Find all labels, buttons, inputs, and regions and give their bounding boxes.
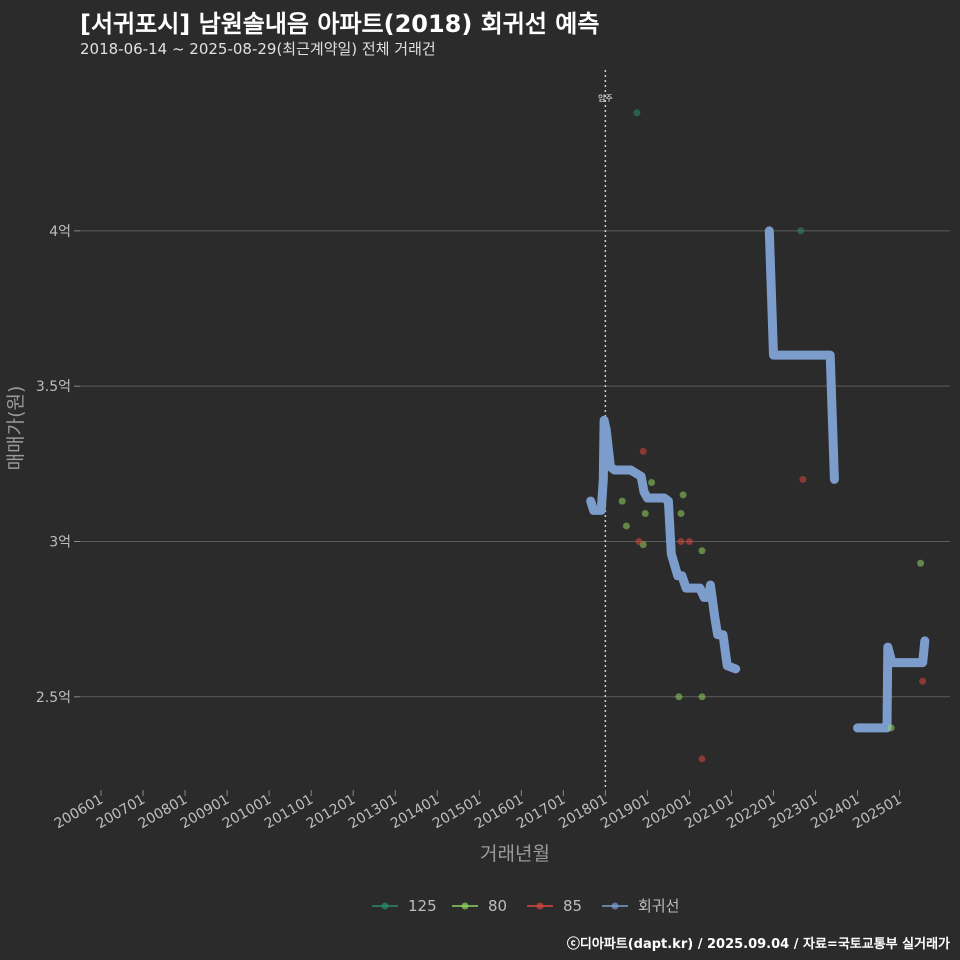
x-axis-title: 거래년월 (480, 843, 550, 865)
point-85 (635, 537, 643, 545)
legend-label: 125 (408, 897, 437, 915)
point-85 (677, 537, 685, 545)
point-80 (648, 478, 656, 486)
regression-line (586, 226, 930, 733)
regression-segment (764, 226, 839, 484)
legend-label: 회귀선 (638, 897, 679, 915)
point-80 (622, 522, 630, 530)
chart-subtitle: 2018-06-14 ~ 2025-08-29(최근계약일) 전체 거래건 (80, 40, 436, 58)
legend-label: 80 (488, 897, 507, 915)
y-axis-ticks: 2.5억 3억 3.5억 4억 (36, 224, 80, 706)
legend-item-125: 125 (372, 897, 437, 915)
y-tick-label: 3.5억 (36, 379, 71, 395)
y-tick-label: 2.5억 (36, 690, 71, 706)
point-80 (675, 693, 683, 701)
point-85 (639, 447, 647, 455)
y-gridlines (80, 230, 950, 698)
point-80 (887, 724, 895, 732)
point-85 (685, 537, 693, 545)
point-80 (677, 510, 685, 518)
legend-key-dot (611, 902, 619, 910)
point-125 (797, 227, 805, 235)
regression-segment (586, 415, 741, 674)
point-125 (633, 109, 641, 117)
point-85 (919, 677, 927, 685)
move-in-label: 입주 (598, 94, 613, 103)
legend-item-회귀선: 회귀선 (602, 897, 679, 915)
footer-credit: ⓒ디아파트(dapt.kr) / 2025.09.04 / 자료=국토교통부 실… (566, 937, 950, 952)
point-80 (618, 497, 626, 505)
legend-key-dot (536, 902, 544, 910)
y-axis-title: 매매가(원) (5, 386, 27, 471)
point-85 (698, 755, 706, 763)
x-axis-ticks: 2006012007012008012009012010012011012012… (52, 790, 905, 832)
legend: 125 80 85 회귀선 (372, 897, 679, 915)
y-tick-label: 3억 (49, 534, 71, 550)
chart-title: [서귀포시] 남원솔내음 아파트(2018) 회귀선 예측 (80, 10, 600, 38)
legend-key-dot (461, 902, 469, 910)
legend-item-85: 85 (527, 897, 582, 915)
y-tick-label: 4억 (49, 224, 71, 240)
point-85 (799, 475, 807, 483)
regression-segment (853, 636, 930, 733)
point-80 (641, 510, 649, 518)
legend-key-dot (381, 902, 389, 910)
point-80 (917, 559, 925, 567)
legend-item-80: 80 (452, 897, 507, 915)
point-80 (698, 547, 706, 555)
data-points (618, 109, 927, 763)
x-tick-label: 202501 (850, 792, 904, 833)
legend-label: 85 (563, 897, 582, 915)
point-80 (698, 693, 706, 701)
point-80 (679, 491, 687, 499)
